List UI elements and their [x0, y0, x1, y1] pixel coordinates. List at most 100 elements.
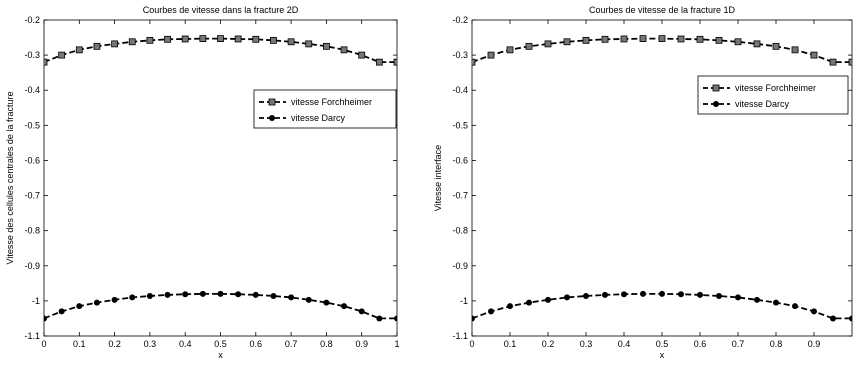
x-tick-label: 0.4	[618, 339, 631, 349]
data-point-square	[601, 35, 609, 43]
data-point-circle	[830, 315, 836, 322]
x-tick-label: 1	[394, 339, 399, 349]
x-tick-label: 0.5	[214, 339, 227, 349]
data-point-square	[111, 40, 118, 48]
legend-label: vitesse Darcy	[291, 113, 346, 123]
y-tick-label: -0.2	[24, 15, 40, 25]
y-tick-label: -0.5	[452, 120, 468, 130]
x-tick-label: 0.7	[732, 339, 745, 349]
legend-marker-circle	[713, 101, 719, 107]
data-point-square	[639, 35, 647, 43]
x-tick-label: 0.3	[580, 339, 593, 349]
data-point-circle	[217, 290, 224, 297]
series-darcy	[44, 290, 397, 322]
y-tick-label: -0.8	[452, 226, 468, 236]
legend-marker-square	[268, 98, 276, 106]
data-point-circle	[526, 299, 532, 306]
y-tick-label: -0.6	[452, 155, 468, 165]
legend-label: vitesse Forchheimer	[735, 83, 816, 93]
data-point-circle	[146, 292, 153, 299]
x-tick-label: 0.3	[144, 339, 157, 349]
data-point-circle	[849, 315, 852, 322]
data-point-circle	[129, 294, 136, 301]
data-point-circle	[488, 308, 494, 315]
plot-frame	[471, 19, 853, 337]
data-point-circle	[270, 292, 277, 299]
chart-2d-panel: Courbes de vitesse dans la fracture 2D Vi…	[0, 0, 428, 361]
x-tick-label: 0.2	[108, 339, 121, 349]
data-point-circle	[754, 296, 760, 303]
data-point-square	[734, 38, 742, 46]
data-point-circle	[697, 291, 703, 298]
chart-2d: Courbes de vitesse dans la fracture 2D Vi…	[5, 5, 400, 360]
y-tick-label: -0.4	[24, 85, 40, 95]
data-point-square	[829, 58, 837, 66]
data-point-circle	[235, 291, 242, 298]
series-forchheimer	[44, 35, 397, 66]
data-point-square	[146, 36, 154, 44]
y-tick-label: -0.4	[452, 85, 468, 95]
y-tick-label: -0.3	[452, 50, 468, 60]
data-point-square	[772, 42, 780, 50]
data-point-square	[563, 38, 571, 46]
chart-1d: Courbes de vitesse de la fracture 1D Vite…	[433, 5, 853, 360]
data-point-square	[525, 42, 533, 50]
data-point-circle	[76, 303, 83, 310]
chart-1d-panel: Courbes de vitesse de la fracture 1D Vite…	[428, 0, 856, 361]
data-point-square	[128, 38, 136, 46]
data-point-square	[487, 51, 495, 59]
series-line	[44, 37, 397, 63]
legend-label: vitesse Darcy	[735, 99, 790, 109]
x-tick-label: 0.8	[320, 339, 333, 349]
y-tick-label: -1.1	[24, 331, 40, 341]
series-forchheimer	[472, 35, 852, 66]
data-point-square	[252, 35, 260, 43]
data-point-square	[164, 35, 171, 43]
x-tick-label: 0.6	[694, 339, 707, 349]
y-tick-label: -1	[32, 296, 40, 306]
x-tick-label: 0.5	[656, 339, 669, 349]
data-point-circle	[111, 296, 118, 303]
data-point-square	[506, 46, 514, 54]
data-point-circle	[44, 315, 47, 322]
data-point-square	[322, 42, 330, 50]
y-tick-label: -0.6	[24, 155, 40, 165]
data-point-square	[658, 35, 666, 43]
data-point-square	[199, 35, 207, 43]
chart-title: Courbes de vitesse de la fracture 1D	[589, 5, 736, 15]
x-tick-label: 0.9	[355, 339, 368, 349]
data-point-square	[358, 51, 366, 59]
legend-label: vitesse Forchheimer	[291, 97, 372, 107]
x-tick-label: 0.7	[285, 339, 298, 349]
data-point-square	[305, 40, 313, 48]
x-tick-label: 0.8	[770, 339, 783, 349]
data-point-square	[234, 35, 242, 43]
data-point-circle	[716, 292, 722, 299]
series-line	[44, 292, 397, 320]
x-tick-label: 0.9	[808, 339, 821, 349]
data-point-square	[270, 36, 277, 44]
data-point-square	[677, 35, 685, 43]
legend-box	[697, 75, 849, 115]
data-point-square	[472, 58, 476, 66]
data-point-circle	[199, 290, 206, 297]
data-point-circle	[288, 294, 295, 301]
data-point-circle	[735, 294, 741, 301]
data-point-circle	[659, 290, 665, 297]
data-point-circle	[811, 308, 817, 315]
data-point-square	[287, 38, 295, 46]
x-axis-label: x	[218, 350, 223, 360]
data-point-square	[753, 40, 761, 48]
y-tick-label: -1.1	[452, 331, 468, 341]
x-tick-label: 0	[469, 339, 474, 349]
y-tick-label: -0.9	[24, 261, 40, 271]
legend: vitesse Forchheimer vitesse Darcy	[697, 75, 849, 115]
data-point-square	[375, 58, 383, 66]
data-point-circle	[792, 303, 798, 310]
data-point-circle	[164, 291, 171, 298]
data-point-circle	[472, 315, 475, 322]
y-tick-label: -0.9	[452, 261, 468, 271]
data-point-circle	[564, 294, 570, 301]
data-point-circle	[583, 292, 589, 299]
legend-marker-square	[712, 84, 720, 92]
